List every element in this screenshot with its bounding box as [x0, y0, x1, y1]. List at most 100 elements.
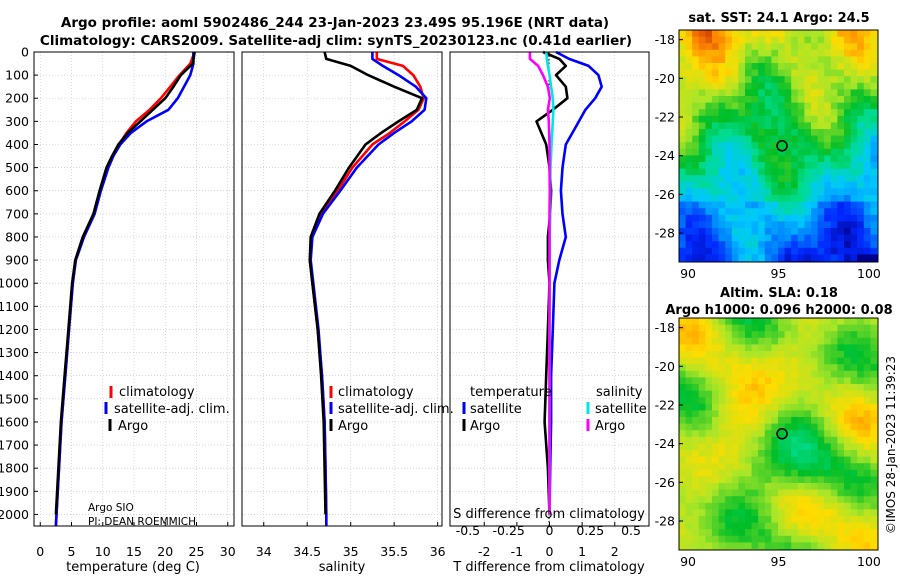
map-cell [817, 115, 825, 123]
map-cell [725, 397, 733, 405]
map-cell [837, 351, 845, 358]
map-cell [771, 344, 779, 352]
map-cell [685, 318, 693, 325]
map-cell [692, 115, 700, 123]
map-cell [850, 96, 858, 103]
map-cell [698, 142, 706, 150]
map-cell [778, 49, 785, 57]
map-cell [685, 214, 693, 222]
map-cell [797, 318, 805, 325]
map-cell [698, 516, 706, 523]
map-cell [738, 509, 746, 517]
map-cell [718, 109, 726, 117]
map-cell [698, 403, 706, 411]
map-cell [685, 443, 693, 451]
map-cell [751, 483, 759, 490]
map-cell [718, 89, 726, 97]
map-cell [771, 318, 779, 325]
map-cell [698, 122, 706, 130]
map-cell [824, 49, 832, 57]
map-cell [844, 344, 851, 352]
map-cell [863, 208, 871, 216]
map-cell [857, 247, 865, 255]
map-cell [857, 234, 865, 242]
map-cell [745, 109, 752, 117]
map-cell [811, 397, 818, 405]
sst-map-title: sat. SST: 24.1 Argo: 24.5 [688, 11, 869, 26]
map-cell [784, 318, 792, 325]
map-cell [824, 443, 832, 451]
map-cell [844, 30, 851, 37]
map-cell [751, 496, 759, 504]
map-cell [718, 489, 726, 497]
map-cell [837, 423, 845, 431]
map-cell [725, 390, 733, 398]
map-cell [764, 509, 772, 517]
map-cell [679, 221, 686, 229]
map-cell [698, 436, 706, 444]
map-cell [797, 423, 805, 431]
map-cell [751, 122, 759, 130]
map-cell [731, 331, 739, 339]
map-cell [751, 195, 759, 202]
map-cell [797, 443, 805, 451]
map-cell [751, 456, 759, 464]
map-cell [738, 535, 746, 543]
map-cell [778, 535, 785, 543]
map-cell [745, 142, 752, 150]
map-cell [791, 175, 799, 183]
map-cell [830, 234, 838, 242]
map-cell [679, 357, 686, 365]
map-cell [863, 181, 871, 189]
map-cell [811, 476, 818, 484]
map-cell [745, 208, 752, 216]
map-cell [857, 331, 865, 339]
map-cell [811, 410, 818, 418]
map-cell [850, 56, 858, 64]
map-cell [692, 254, 700, 262]
map-cell [692, 384, 700, 391]
map-cell [771, 384, 779, 391]
series-line-satellite-adj-clim- [309, 52, 428, 526]
map-cell [844, 234, 851, 242]
map-cell [784, 535, 792, 543]
map-cell [679, 522, 686, 530]
map-cell [863, 82, 871, 90]
map-cell [784, 208, 792, 216]
map-cell [804, 228, 812, 235]
map-cell [712, 417, 719, 424]
map-cell [830, 69, 838, 77]
map-cell [784, 188, 792, 196]
map-cell [698, 148, 706, 156]
difference-lines [528, 50, 604, 515]
map-cell [850, 63, 858, 70]
legend-label-sal-argo: Argo [595, 419, 625, 434]
map-cell [771, 357, 779, 365]
map-cell [824, 337, 832, 345]
map-cell [764, 82, 772, 90]
map-cell [679, 109, 686, 117]
salinity-axes-box [241, 51, 443, 527]
map-cell [811, 483, 818, 490]
map-cell [692, 148, 700, 156]
map-cell [811, 188, 818, 196]
map-cell [857, 188, 865, 196]
map-cell [830, 135, 838, 143]
map-cell [745, 403, 752, 411]
map-cell [685, 129, 693, 136]
map-cell [863, 509, 871, 517]
map-cell [731, 89, 739, 97]
map-cell [811, 115, 818, 123]
map-cell [857, 509, 865, 517]
map-cell [837, 318, 845, 325]
map-cell [857, 410, 865, 418]
map-cell [738, 129, 746, 136]
map-cell [778, 436, 785, 444]
map-cell [692, 102, 700, 110]
map-cell [718, 63, 726, 70]
map-cell [679, 469, 686, 477]
map-cell [705, 76, 713, 84]
map-cell [771, 403, 779, 411]
map-cell [705, 56, 713, 64]
map-cell [784, 201, 792, 209]
